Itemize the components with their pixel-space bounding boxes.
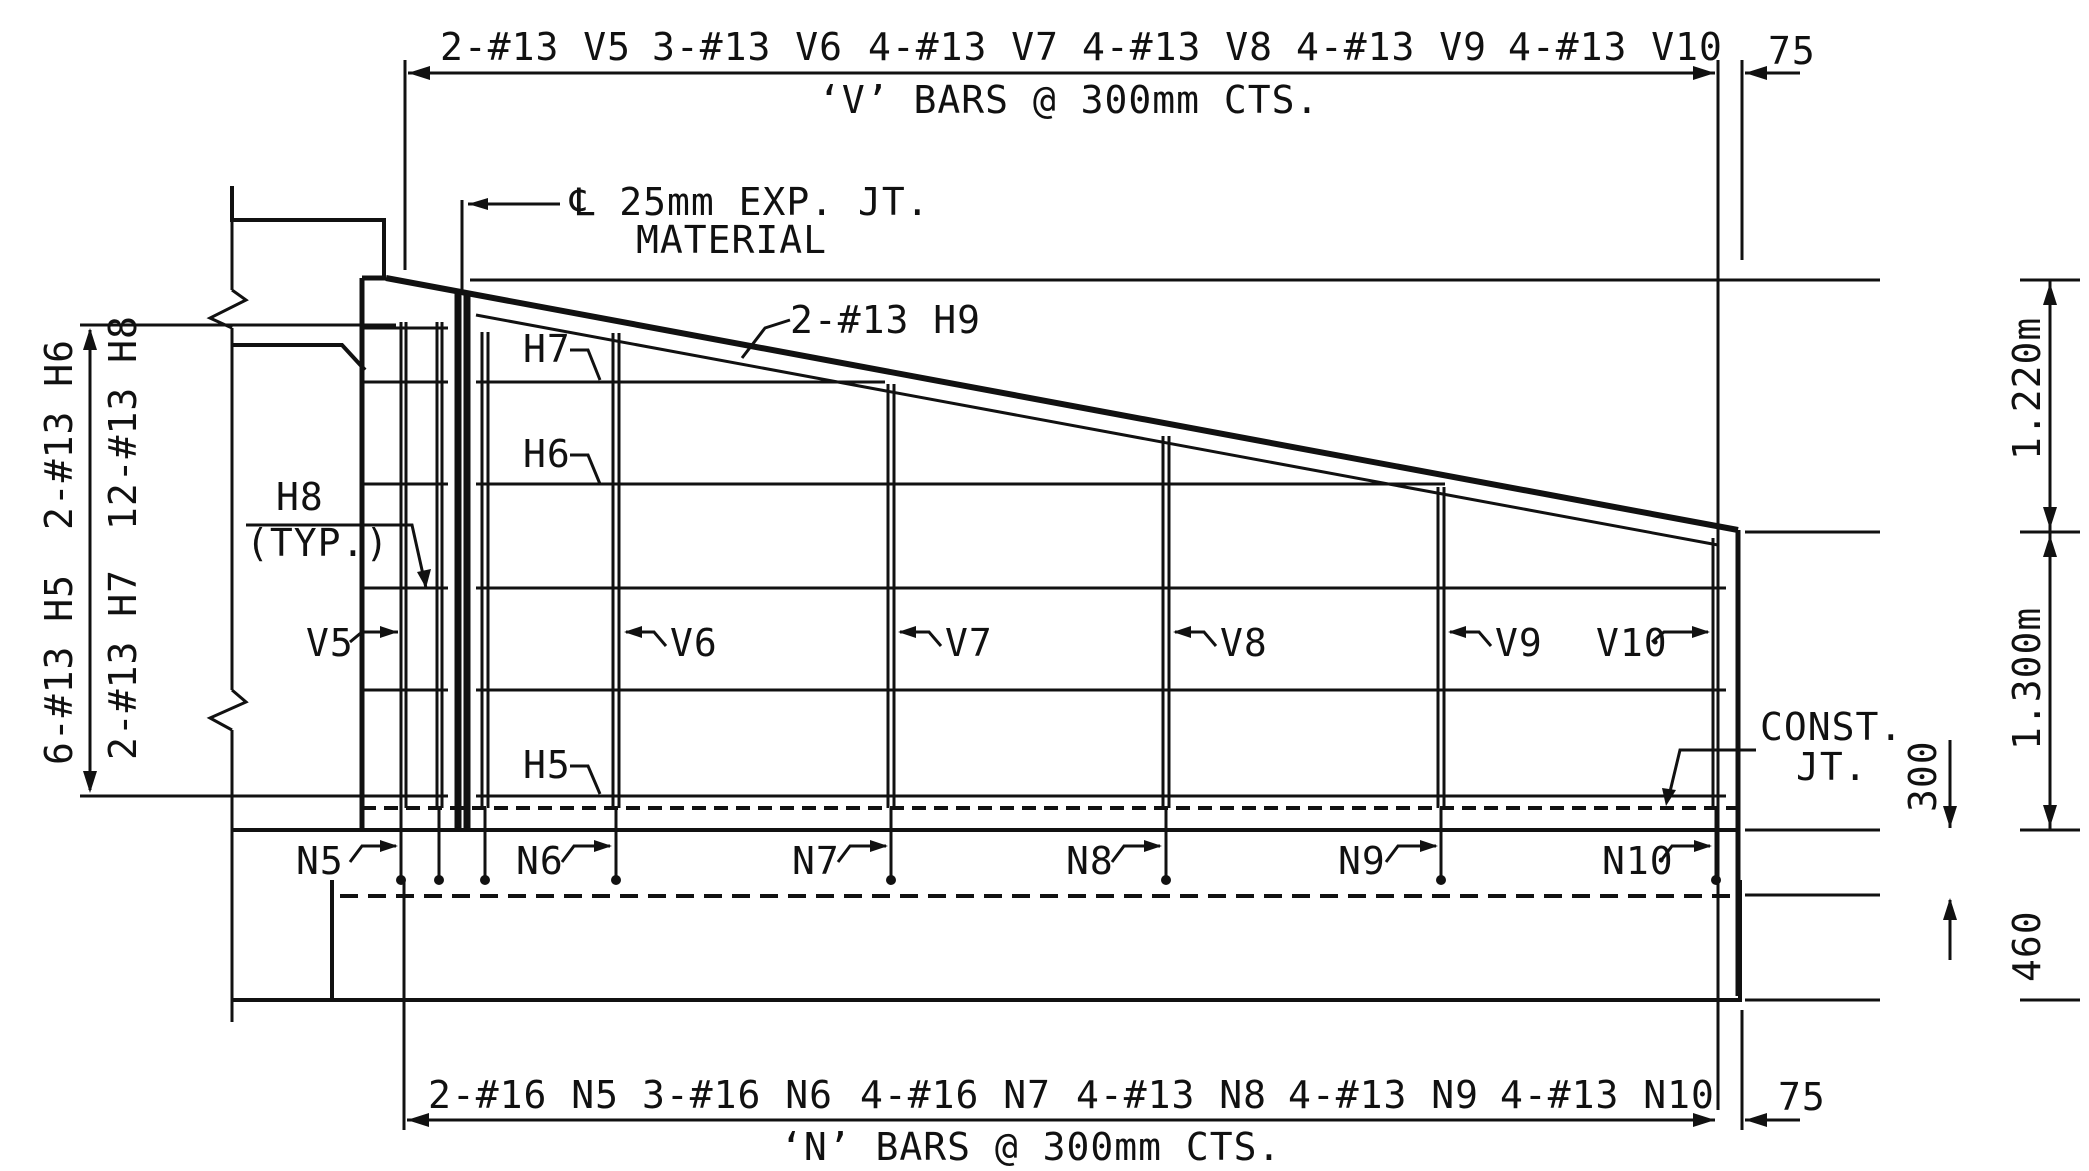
h8-typ-note: (TYP.) [246, 521, 389, 565]
footing-outline [232, 828, 1742, 1002]
h9-top-bars [475, 313, 1719, 547]
h6-tag: H6 [523, 432, 571, 476]
n8-tag: N8 [1066, 839, 1114, 883]
left-dim-h6: 2-#13 H6 [37, 339, 81, 530]
left-dim-h8: 12-#13 H8 [101, 315, 145, 530]
right-dim-upper: 1.220m [2005, 317, 2049, 460]
right-dim-300: 300 [1901, 740, 1945, 812]
right-dim-460: 460 [2005, 910, 2049, 982]
h9-bar-label: 2-#13 H9 [790, 298, 981, 342]
v5-bar-label: 2-#13 V5 [440, 25, 631, 69]
left-dim-h5: 6-#13 H5 [37, 574, 81, 765]
right-dimensions [1745, 278, 2080, 1002]
v6-bar-label: 3-#13 V6 [652, 25, 843, 69]
n-callout-leaders [348, 840, 1712, 863]
n-bars-spacing-note: ‘N’ BARS @ 300mm CTS. [780, 1125, 1281, 1169]
left-dim-h7: 2-#13 H7 [101, 569, 145, 760]
n6-bar-label: 3-#16 N6 [642, 1073, 833, 1117]
top-edge-dimension: 75 [1768, 29, 1816, 73]
n5-bar-label: 2-#16 N5 [428, 1073, 619, 1117]
n5-tag: N5 [296, 839, 344, 883]
right-dim-lower: 1.300m [2005, 607, 2049, 750]
expansion-joint-callout: ℄ 25mm EXP. JT. [569, 180, 930, 224]
v10-tag: V10 [1596, 621, 1668, 665]
n10-bar-label: 4-#13 N10 [1500, 1073, 1715, 1117]
n9-bar-label: 4-#13 N9 [1288, 1073, 1479, 1117]
v8-tag: V8 [1220, 621, 1268, 665]
n9-tag: N9 [1338, 839, 1386, 883]
bottom-dimension [402, 880, 1800, 1130]
h-callout-leaders [246, 348, 602, 795]
expansion-joint-material: MATERIAL [636, 218, 827, 262]
v10-bar-label: 4-#13 V10 [1508, 25, 1723, 69]
v7-tag: V7 [945, 621, 993, 665]
h7-tag: H7 [523, 327, 571, 371]
v5-tag: V5 [306, 621, 354, 665]
expansion-joint [454, 198, 560, 830]
v-callout-leaders [349, 626, 1710, 647]
n7-bar-label: 4-#16 N7 [860, 1073, 1051, 1117]
v7-bar-label: 4-#13 V7 [868, 25, 1059, 69]
v9-bar-label: 4-#13 V9 [1296, 25, 1487, 69]
left-dimensions [80, 323, 396, 798]
const-jt-label-2: JT. [1796, 745, 1868, 789]
h5-tag: H5 [523, 743, 571, 787]
h8-tag: H8 [276, 475, 324, 519]
v-bars-spacing-note: ‘V’ BARS @ 300mm CTS. [818, 78, 1319, 122]
v6-tag: V6 [670, 621, 718, 665]
bottom-edge-dimension: 75 [1778, 1075, 1826, 1119]
n-bars [396, 808, 1721, 885]
v8-bar-label: 4-#13 V8 [1082, 25, 1273, 69]
v9-tag: V9 [1495, 621, 1543, 665]
existing-wall-outline [206, 186, 386, 1022]
n8-bar-label: 4-#13 N8 [1076, 1073, 1267, 1117]
n6-tag: N6 [516, 839, 564, 883]
vertical-bars [399, 322, 1720, 808]
const-jt-label-1: CONST. [1760, 705, 1903, 749]
n7-tag: N7 [792, 839, 840, 883]
n10-tag: N10 [1602, 839, 1674, 883]
